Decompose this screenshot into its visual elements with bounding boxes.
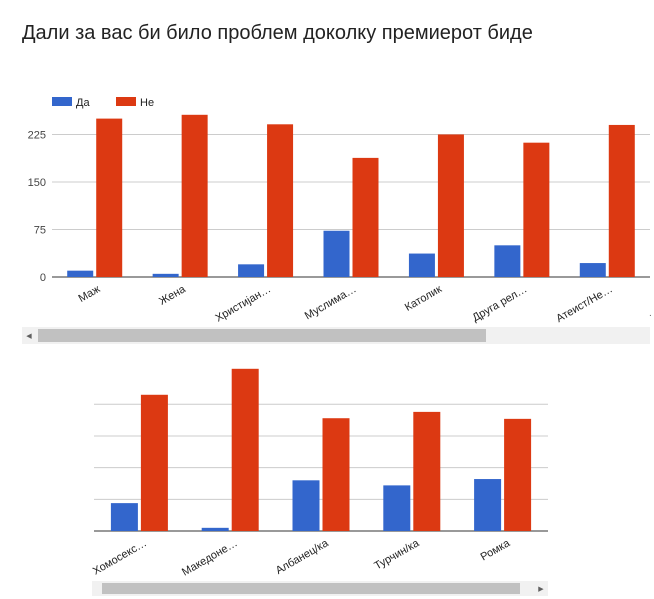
chart-2-category-label: Ромка [479, 537, 513, 564]
bar-no[interactable] [437, 134, 464, 277]
chart-2-category-label: Албанец/ка [274, 537, 332, 577]
legend-swatch-no [116, 97, 136, 106]
bar-yes[interactable] [238, 264, 265, 277]
chart-2-scrollbar[interactable]: ▶ [92, 581, 548, 596]
bar-yes[interactable] [494, 245, 521, 277]
bar-no[interactable] [181, 114, 208, 277]
chart-1-scrollbar[interactable]: ◀ [22, 327, 650, 344]
bar-no[interactable] [523, 142, 550, 277]
bar-yes[interactable] [152, 273, 179, 277]
bar-no[interactable] [140, 394, 168, 531]
chart-title: Дали за вас би било проблем доколку прем… [22, 22, 533, 44]
bar-no[interactable] [413, 411, 441, 531]
chart-1-category-label: Жена [157, 283, 188, 308]
chart-2-category-label: Македоне… [180, 537, 240, 578]
chart-1-category-label: Муслима… [303, 283, 359, 322]
bar-yes[interactable] [323, 230, 350, 277]
chart-1: 0 75 150 225 Маж Жена Христијан… Муслима… Катол… [28, 97, 652, 325]
bar-no[interactable] [352, 157, 379, 277]
bar-no[interactable] [322, 418, 350, 531]
legend-label-yes: Да [76, 97, 90, 109]
bar-no[interactable] [96, 118, 123, 277]
bar-yes[interactable] [67, 270, 94, 277]
bar-yes[interactable] [408, 253, 435, 277]
bar-yes[interactable] [383, 485, 411, 531]
chart-1-ytick-label: 0 [40, 272, 46, 284]
chart-1-category-label: Друга рел… [470, 283, 529, 324]
stray-mark: . [649, 308, 652, 319]
bar-yes[interactable] [201, 527, 229, 531]
scroll-right-arrow-icon[interactable]: ▶ [538, 585, 544, 593]
chart-1-category-label: Католик [403, 283, 444, 314]
chart-1-ytick-label: 225 [28, 129, 46, 141]
chart-2-category-label: Хомосекс… [91, 537, 149, 577]
bar-no[interactable] [231, 368, 259, 531]
bar-yes[interactable] [110, 503, 138, 531]
chart-1-category-label: Маж [76, 283, 102, 305]
chart-1-ytick-label: 150 [28, 177, 46, 189]
bar-no[interactable] [504, 418, 532, 531]
bar-yes[interactable] [579, 263, 606, 277]
chart-1-ytick-label: 75 [34, 224, 46, 236]
chart-1-scroll-thumb[interactable] [38, 329, 486, 342]
chart-2: Хомосекс… Македоне… Албанец/ка Турчин/ка Ром… [91, 368, 548, 579]
legend-label-no: Не [140, 97, 154, 109]
chart-1-category-label: Атеист/Не… [554, 283, 615, 325]
bar-no[interactable] [608, 124, 635, 277]
bar-no[interactable] [267, 124, 294, 277]
legend-swatch-yes [52, 97, 72, 106]
bar-yes[interactable] [292, 480, 320, 531]
bar-yes[interactable] [474, 479, 502, 531]
scroll-left-arrow-icon[interactable]: ◀ [26, 332, 32, 340]
chart-1-category-label: Христијан… [213, 283, 273, 324]
chart-2-category-label: Турчин/ка [372, 537, 422, 573]
chart-2-scroll-thumb[interactable] [102, 583, 520, 594]
